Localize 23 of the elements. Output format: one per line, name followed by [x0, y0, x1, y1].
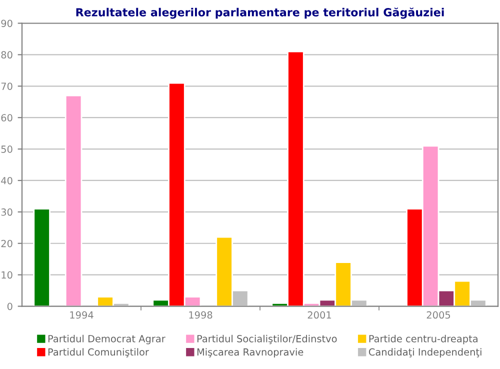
y-tick-label: 20	[1, 240, 12, 248]
x-tick-label: 1994	[70, 311, 94, 319]
y-tick-label: 10	[2, 271, 12, 279]
y-tick-label: 30	[1, 208, 12, 216]
y-tick-label: 80	[1, 51, 12, 59]
y-tick-label: 60	[1, 114, 12, 122]
x-tick-label: 2001	[308, 311, 331, 319]
bar	[64, 94, 82, 306]
y-tick-label: 70	[1, 82, 12, 90]
x-tick-label: 2005	[426, 311, 450, 319]
y-tick-label: 0	[7, 302, 12, 310]
legend-label: Partidul Comuniştilor	[48, 348, 149, 358]
y-tick-label: 90	[1, 20, 12, 28]
bar	[33, 208, 50, 306]
y-tick-label: 50	[1, 146, 12, 153]
x-tick-label: 1998	[189, 311, 212, 319]
y-tick-label: 40	[1, 176, 12, 184]
legend-label: Partide centru-dreapta	[369, 334, 478, 344]
legend-label: Candidaţi Independenţi	[368, 348, 482, 358]
legend-label: Partidul Democrat Agrar	[48, 334, 166, 344]
legend-label: Mişcarea Ravnopravie	[197, 348, 304, 358]
legend-label: Partidul Socialiştilor/Edinstvo	[197, 334, 337, 344]
chart-title: Rezultatele alegerilor parlamentare pe teritoriul Găgăuziei	[76, 8, 444, 19]
